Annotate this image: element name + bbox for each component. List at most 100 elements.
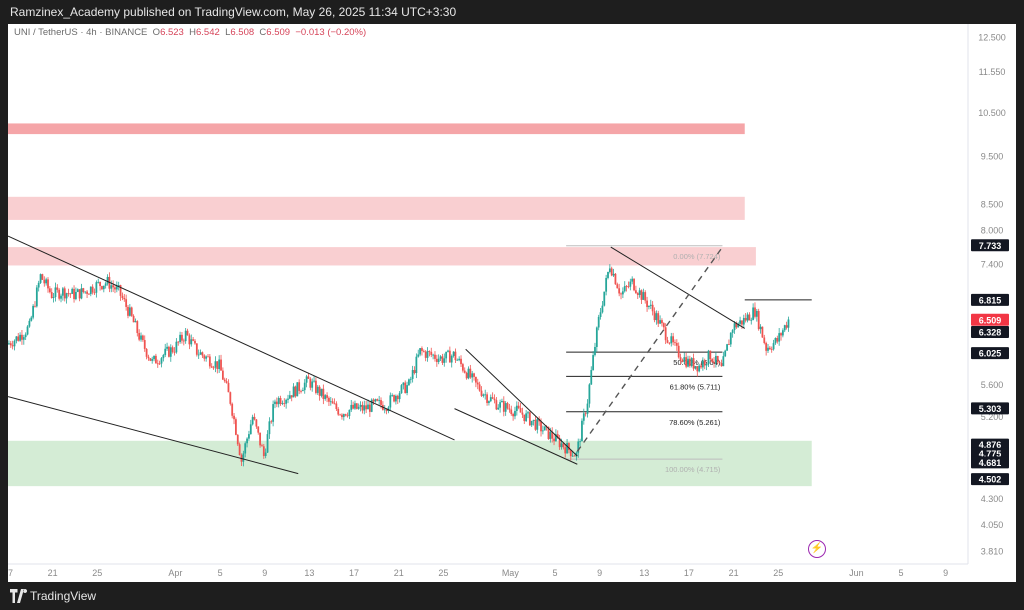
- candle-body: [499, 402, 501, 408]
- candle-body: [34, 305, 36, 307]
- zone-2: [8, 247, 756, 266]
- candle-body: [543, 426, 546, 431]
- candle-body: [106, 276, 109, 284]
- candle-body: [767, 347, 769, 351]
- candle-body: [179, 334, 181, 343]
- candle-body: [158, 363, 161, 365]
- candle-body: [735, 323, 738, 328]
- candle-body: [341, 414, 343, 418]
- candle-body: [99, 281, 101, 287]
- candle-body: [251, 416, 254, 425]
- candle-body: [225, 381, 228, 383]
- price-badge-label: 7.733: [979, 241, 1002, 251]
- candle-body: [754, 307, 756, 317]
- candle-body: [264, 452, 267, 457]
- candle-body: [605, 277, 608, 292]
- candle-body: [395, 395, 397, 402]
- x-tick-label: 5: [218, 568, 223, 578]
- candle-body: [266, 434, 269, 453]
- candle-body: [636, 293, 639, 295]
- candle-body: [620, 293, 622, 295]
- price-badge: [971, 325, 1009, 338]
- candle-body: [409, 378, 412, 380]
- x-tick-label: 9: [943, 568, 948, 578]
- candle-body: [102, 285, 105, 290]
- candle-body: [787, 319, 790, 328]
- candle-body: [63, 288, 66, 299]
- candle-body: [93, 292, 96, 294]
- chart-panel[interactable]: 0.00% (7.724) 50.00% (6.04) 61.80% (5.711)…: [8, 24, 1016, 582]
- fib-label-4: 100.00% (4.715): [665, 465, 721, 474]
- candle-body: [43, 279, 46, 284]
- candle-body: [454, 351, 457, 361]
- x-tick-label: 5: [899, 568, 904, 578]
- candle-body: [475, 376, 477, 383]
- candle-body: [716, 355, 719, 363]
- candle-body: [785, 325, 788, 328]
- candle-body: [128, 307, 131, 316]
- candle-body: [450, 355, 453, 363]
- candle-body: [123, 298, 126, 300]
- high-value: 6.542: [196, 27, 220, 38]
- candle-body: [467, 368, 470, 379]
- candle-body: [763, 337, 766, 344]
- candle-body: [24, 334, 27, 338]
- x-tick-label: 9: [262, 568, 267, 578]
- candle-body: [616, 284, 619, 289]
- trendline-6: [576, 246, 723, 452]
- candle-body: [396, 395, 399, 400]
- candle-body: [437, 358, 440, 363]
- candle-body: [742, 317, 745, 325]
- y-tick-label: 8.000: [981, 226, 1004, 236]
- candle-body: [136, 321, 139, 334]
- candle-body: [534, 419, 537, 430]
- lightning-bolt-icon[interactable]: ⚡: [808, 540, 826, 558]
- candle-body: [255, 419, 258, 427]
- trendline-4: [610, 246, 746, 329]
- candle-body: [305, 376, 308, 383]
- candle-body: [694, 366, 697, 369]
- candle-body: [275, 401, 278, 405]
- candle-body: [115, 286, 118, 290]
- candle-body: [588, 384, 591, 404]
- candle-body: [261, 445, 263, 447]
- candle-body: [501, 401, 503, 403]
- symbol-name: UNI / TetherUS · 4h · BINANCE: [14, 27, 148, 38]
- candle-body: [672, 336, 675, 343]
- price-badge-label: 6.025: [979, 349, 1002, 359]
- tradingview-brand[interactable]: TradingView: [30, 589, 97, 603]
- candle-body: [402, 382, 405, 386]
- candle-body: [141, 335, 144, 341]
- candle-body: [471, 373, 474, 378]
- candle-body: [76, 289, 79, 292]
- candle-body: [750, 319, 753, 321]
- candle-body: [199, 352, 202, 355]
- candle-body: [268, 421, 271, 435]
- candle-body: [151, 359, 154, 361]
- candle-body: [551, 431, 554, 439]
- candle-body: [383, 409, 386, 411]
- tradingview-logo-icon: [10, 589, 28, 603]
- candle-body: [631, 278, 634, 282]
- candle-body: [235, 419, 237, 435]
- price-chart[interactable]: 0.00% (7.724) 50.00% (6.04) 61.80% (5.711)…: [8, 24, 1016, 582]
- candle-body: [162, 355, 165, 359]
- candle-body: [8, 343, 10, 345]
- candle-body: [138, 333, 141, 340]
- candle-body: [413, 369, 416, 374]
- price-badge: [971, 293, 1009, 306]
- candle-body: [406, 385, 408, 394]
- candle-body: [592, 355, 595, 371]
- candle-body: [599, 312, 602, 317]
- candle-body: [320, 388, 323, 396]
- candle-body: [584, 413, 587, 415]
- candle-body: [80, 288, 83, 299]
- footer-bar: TradingView: [0, 582, 1024, 610]
- candle-body: [231, 403, 234, 416]
- x-tick-label: Jun: [849, 568, 864, 578]
- y-tick-label: 4.050: [981, 520, 1004, 530]
- candle-body: [181, 334, 183, 341]
- candle-body: [661, 320, 663, 324]
- candle-body: [272, 404, 275, 422]
- candle-body: [441, 356, 444, 363]
